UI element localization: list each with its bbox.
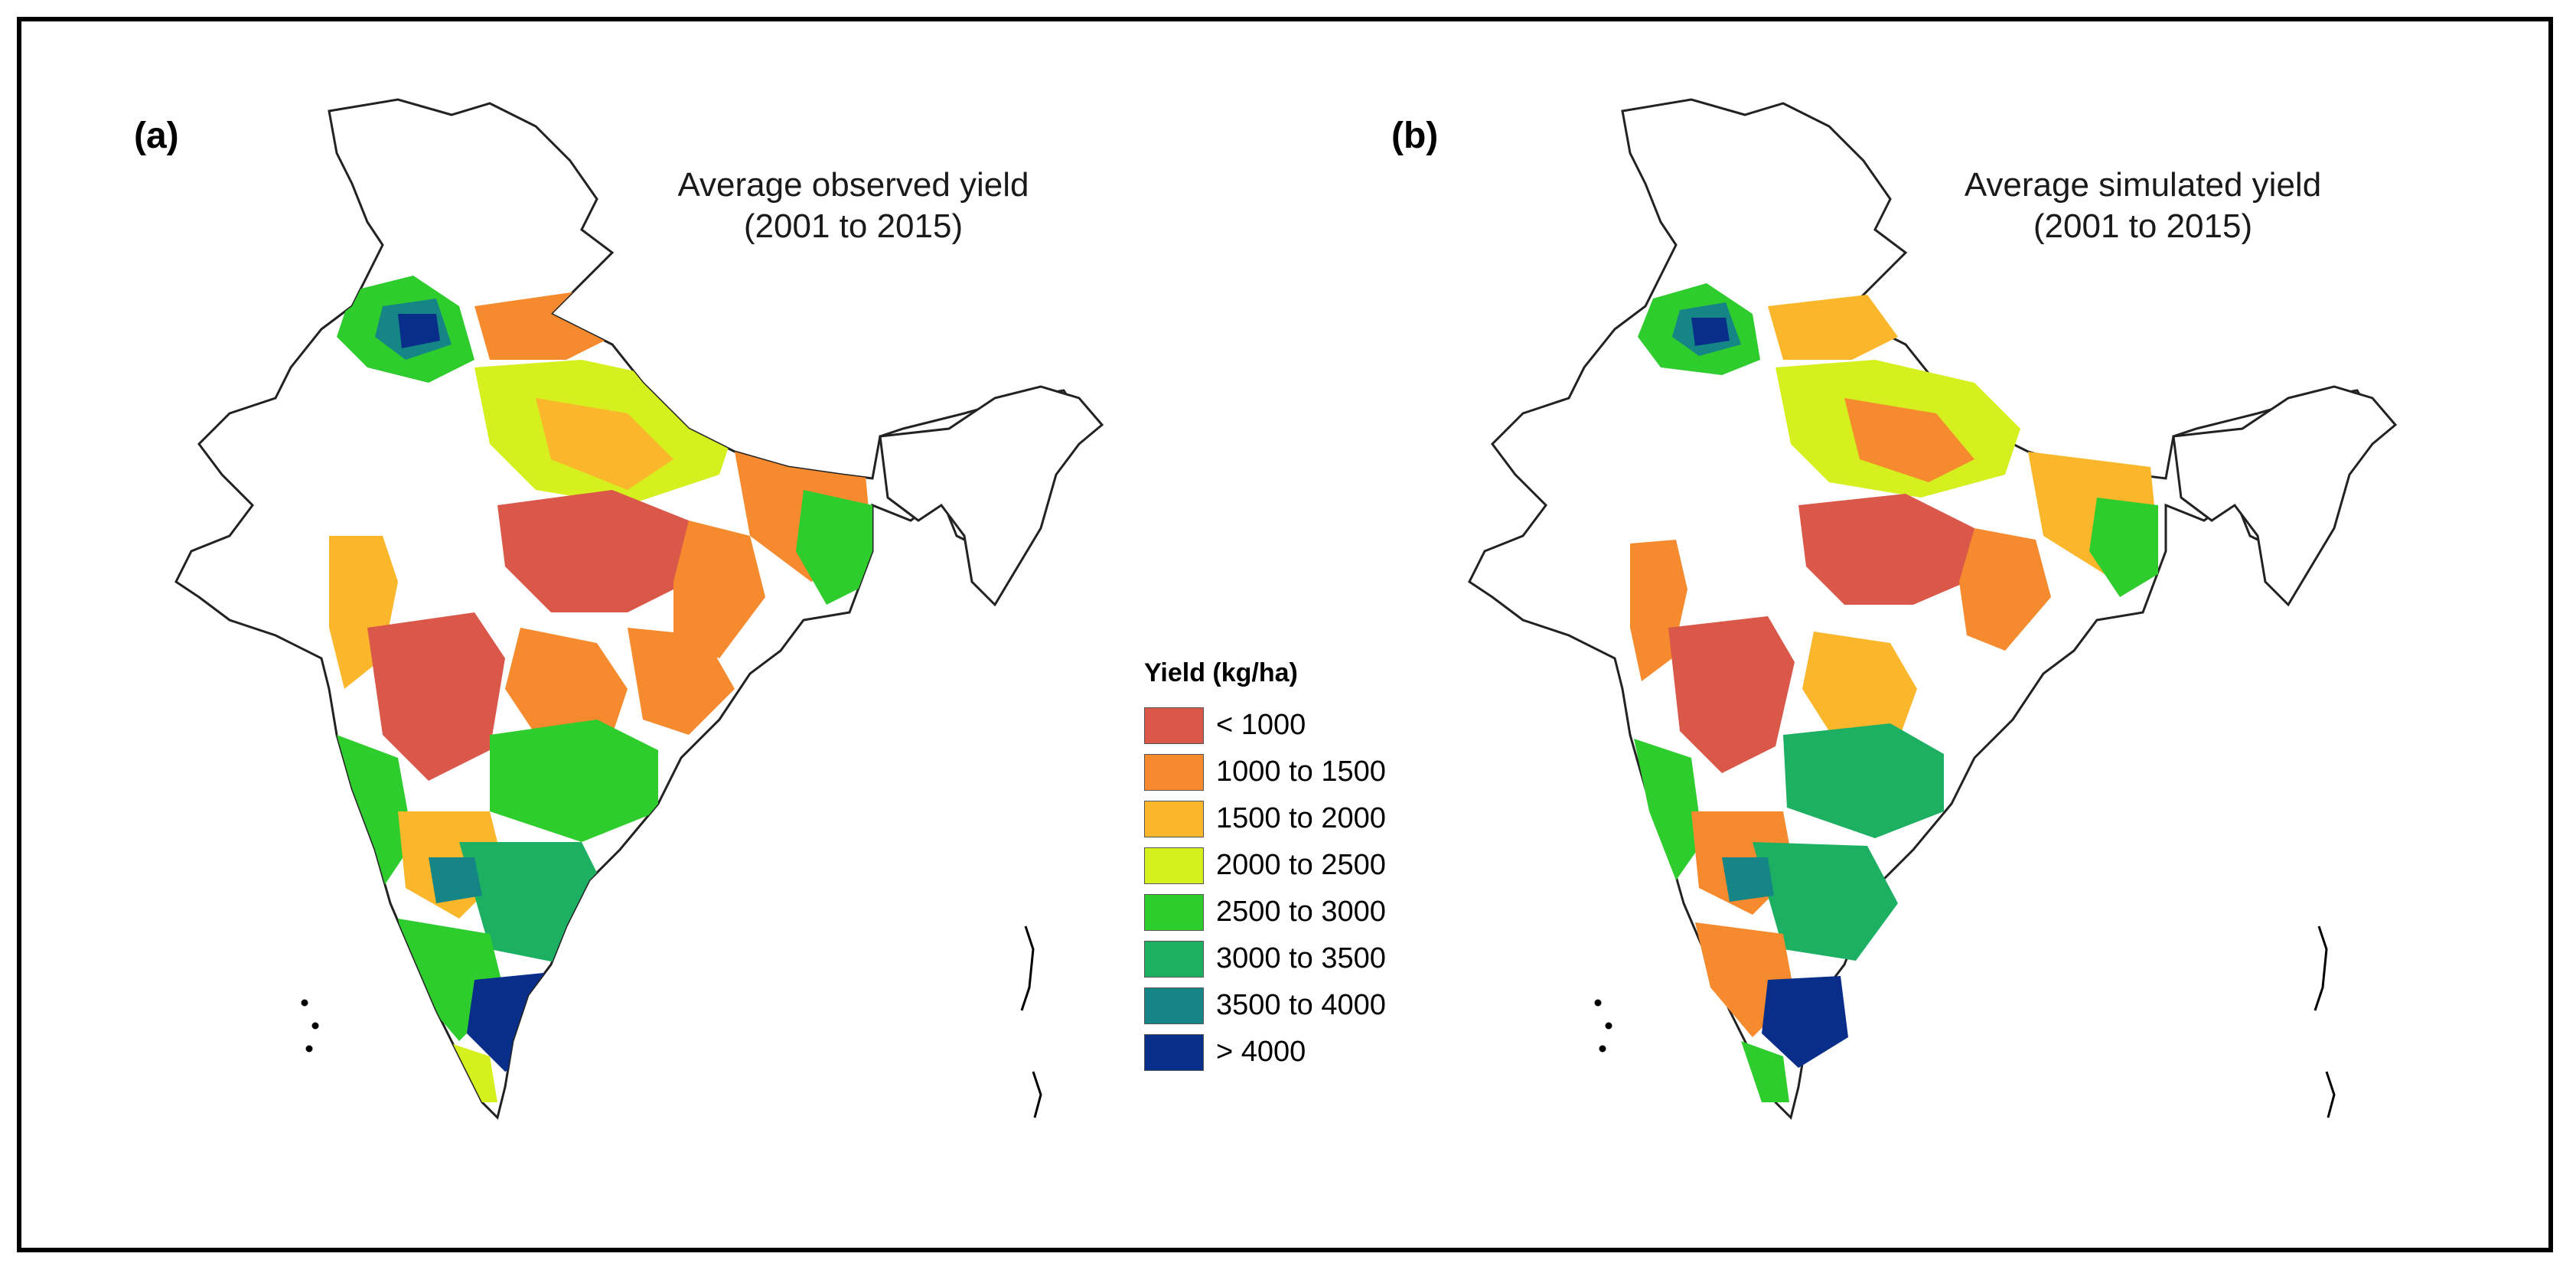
legend-label: 1000 to 1500 bbox=[1216, 756, 1386, 788]
legend-label: < 1000 bbox=[1216, 709, 1306, 741]
legend-item: 1500 to 2000 bbox=[1144, 795, 1466, 842]
legend-swatch bbox=[1144, 1033, 1204, 1071]
legend-item: 2500 to 3000 bbox=[1144, 889, 1466, 935]
legend-item: > 4000 bbox=[1144, 1029, 1466, 1076]
india-map-observed bbox=[174, 98, 1104, 1120]
legend-swatch bbox=[1144, 847, 1204, 884]
panel-b-title: Average simulated yield (2001 to 2015) bbox=[1898, 165, 2388, 247]
legend-swatch bbox=[1144, 753, 1204, 791]
legend-item: < 1000 bbox=[1144, 702, 1466, 749]
legend-swatch bbox=[1144, 940, 1204, 978]
legend-item: 3500 to 4000 bbox=[1144, 982, 1466, 1029]
legend-swatch bbox=[1144, 893, 1204, 931]
yield-regions bbox=[1630, 283, 2158, 1102]
legend-item: 1000 to 1500 bbox=[1144, 749, 1466, 795]
islands bbox=[1594, 925, 2336, 1118]
yield-legend: Yield (kg/ha) < 1000 1000 to 1500 1500 t… bbox=[1144, 658, 1466, 1076]
legend-swatch bbox=[1144, 987, 1204, 1024]
india-map-simulated bbox=[1468, 98, 2398, 1120]
legend-item: 3000 to 3500 bbox=[1144, 935, 1466, 982]
islands bbox=[301, 925, 1042, 1118]
panel-b-title-line1: Average simulated yield bbox=[1964, 166, 2322, 204]
legend-item: 2000 to 2500 bbox=[1144, 842, 1466, 889]
panel-b-title-line2: (2001 to 2015) bbox=[2033, 207, 2253, 245]
legend-title: Yield (kg/ha) bbox=[1144, 658, 1298, 687]
legend-swatch bbox=[1144, 800, 1204, 837]
legend-items: < 1000 1000 to 1500 1500 to 2000 2000 to… bbox=[1144, 702, 1466, 1076]
legend-label: > 4000 bbox=[1216, 1036, 1306, 1068]
legend-label: 3000 to 3500 bbox=[1216, 942, 1386, 974]
northeast-outline bbox=[2172, 385, 2398, 607]
legend-label: 3500 to 4000 bbox=[1216, 989, 1386, 1021]
india-outline bbox=[1468, 98, 2382, 1120]
legend-label: 2500 to 3000 bbox=[1216, 896, 1386, 928]
panel-b-label: (b) bbox=[1391, 116, 1439, 156]
panel-a-title-line2: (2001 to 2015) bbox=[743, 207, 964, 245]
legend-swatch bbox=[1144, 707, 1204, 744]
panel-a-title-line1: Average observed yield bbox=[677, 166, 1029, 204]
panel-a-label: (a) bbox=[134, 116, 179, 156]
legend-label: 1500 to 2000 bbox=[1216, 802, 1386, 834]
northeast-outline bbox=[879, 385, 1104, 607]
legend-label: 2000 to 2500 bbox=[1216, 849, 1386, 881]
panel-a-title: Average observed yield (2001 to 2015) bbox=[608, 165, 1098, 247]
